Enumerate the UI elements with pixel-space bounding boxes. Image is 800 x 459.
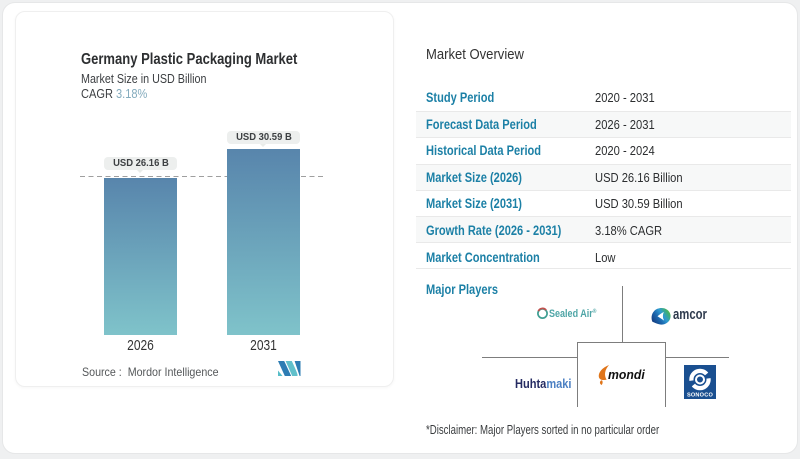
svg-text:SONOCO: SONOCO (687, 393, 714, 399)
